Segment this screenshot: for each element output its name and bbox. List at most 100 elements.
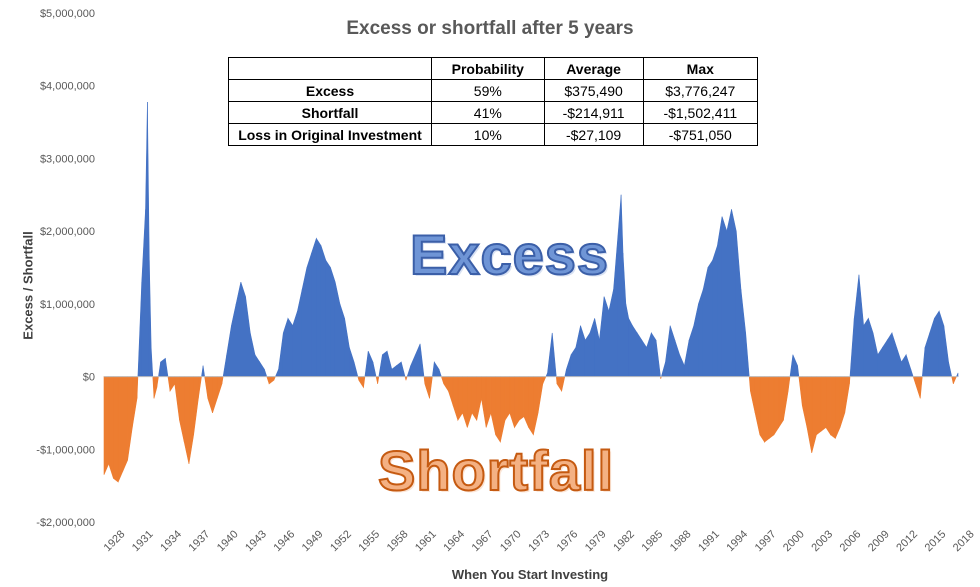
excess-area-segment <box>924 332 930 377</box>
excess-area-segment <box>406 365 411 377</box>
excess-area-segment <box>137 282 143 377</box>
excess-area-segment <box>547 332 553 377</box>
shortfall-area-segment <box>811 376 817 453</box>
shortfall-area-segment <box>768 376 775 439</box>
shortfall-area-segment <box>495 376 501 444</box>
x-tick-label: 1931 <box>130 528 156 554</box>
shortfall-area-segment <box>108 376 114 479</box>
y-tick-label: $4,000,000 <box>40 81 95 93</box>
stats-header-probability: Probability <box>431 57 545 80</box>
excess-area-segment <box>580 325 586 377</box>
shortfall-area-segment <box>759 376 765 444</box>
excess-area-segment <box>551 332 557 377</box>
shortfall-area-segment <box>820 376 827 432</box>
excess-area-segment <box>617 194 622 377</box>
shortfall-area-segment <box>193 376 199 435</box>
excess-area-segment <box>882 339 888 377</box>
shortfall-area-segment <box>136 376 139 399</box>
excess-area-segment <box>929 318 935 377</box>
x-tick-label: 1928 <box>102 528 128 554</box>
excess-area-segment <box>955 372 959 377</box>
excess-area-segment <box>301 267 308 377</box>
excess-area-segment <box>858 274 864 377</box>
excess-area-segment <box>872 332 879 377</box>
shortfall-area-segment <box>448 376 454 406</box>
excess-area-segment <box>325 259 331 377</box>
excess-area-segment <box>721 216 728 377</box>
y-axis-label: Excess / Shortfall <box>20 231 36 340</box>
shortfall-area-segment <box>429 376 433 399</box>
shortfall-area-segment <box>221 376 224 384</box>
shortfall-area-segment <box>117 376 124 483</box>
shortfall-area-segment <box>363 376 366 388</box>
excess-area-segment <box>400 361 406 377</box>
shortfall-annotation: Shortfall <box>377 438 615 503</box>
excess-area-segment <box>249 332 256 377</box>
shortfall-area-segment <box>198 376 202 399</box>
excess-area-segment <box>731 209 737 377</box>
stats-header-row: Probability Average Max <box>228 57 759 80</box>
excess-area-segment <box>797 365 800 377</box>
excess-annotation: Excess <box>409 222 610 287</box>
stats-cell: 59% <box>431 79 545 102</box>
stats-cell: Shortfall <box>228 101 432 124</box>
x-tick-label: 1943 <box>243 528 269 554</box>
excess-area-segment <box>396 361 402 377</box>
y-tick-label: $1,000,000 <box>40 299 95 311</box>
excess-area-segment <box>292 311 298 377</box>
excess-area-segment <box>245 296 251 377</box>
stats-cell: -$1,502,411 <box>642 101 759 124</box>
shortfall-area-segment <box>528 376 534 436</box>
excess-area-segment <box>419 343 425 377</box>
excess-area-segment <box>353 361 359 377</box>
excess-area-segment <box>240 281 246 377</box>
x-tick-label: 2012 <box>894 528 920 554</box>
stats-cell: 41% <box>431 101 545 124</box>
excess-area-segment <box>948 361 953 377</box>
shortfall-area-segment <box>204 376 209 399</box>
x-tick-label: 1934 <box>158 528 184 554</box>
shortfall-area-segment <box>179 376 185 443</box>
excess-area-segment <box>934 310 940 377</box>
excess-area-segment <box>684 340 690 377</box>
shortfall-area-segment <box>778 376 784 429</box>
stats-cell: -$27,109 <box>543 123 644 146</box>
excess-area-segment <box>901 353 907 377</box>
shortfall-area-segment <box>556 376 562 393</box>
excess-area-segment <box>391 365 397 377</box>
excess-area-segment <box>438 369 442 377</box>
x-tick-label: 1961 <box>413 528 439 554</box>
excess-area-segment <box>306 252 312 377</box>
y-tick-label: -$1,000,000 <box>36 444 95 456</box>
shortfall-area-segment <box>358 376 364 389</box>
shortfall-area-segment <box>153 376 158 399</box>
excess-area-segment <box>386 351 393 377</box>
excess-area-segment <box>165 358 169 377</box>
x-tick-label: 2009 <box>866 528 892 554</box>
excess-area-segment <box>905 354 912 377</box>
x-axis-label: When You Start Investing <box>451 567 609 582</box>
excess-area-segment <box>160 357 166 377</box>
excess-area-segment <box>231 303 237 377</box>
excess-area-segment <box>226 325 232 377</box>
shortfall-area-segment <box>537 376 544 413</box>
shortfall-area-segment <box>207 376 213 414</box>
stats-row-loss: Loss in Original Investment 10% -$27,109… <box>228 123 759 146</box>
excess-area-segment <box>625 303 629 377</box>
excess-area-segment <box>717 216 723 377</box>
x-tick-label: 1955 <box>356 528 382 554</box>
x-tick-label: 1958 <box>385 528 411 554</box>
shortfall-area-segment <box>783 376 789 421</box>
shortfall-area-segment <box>440 376 445 384</box>
excess-area-segment <box>693 303 699 377</box>
shortfall-area-segment <box>167 376 171 392</box>
excess-area-segment <box>222 354 227 377</box>
excess-area-segment <box>334 281 341 377</box>
excess-area-segment <box>589 318 595 377</box>
x-tick-label: 2018 <box>951 528 977 554</box>
x-tick-label: 1964 <box>441 528 467 554</box>
shortfall-area-segment <box>424 376 430 399</box>
shortfall-area-segment <box>127 376 133 461</box>
excess-area-segment <box>877 346 883 377</box>
